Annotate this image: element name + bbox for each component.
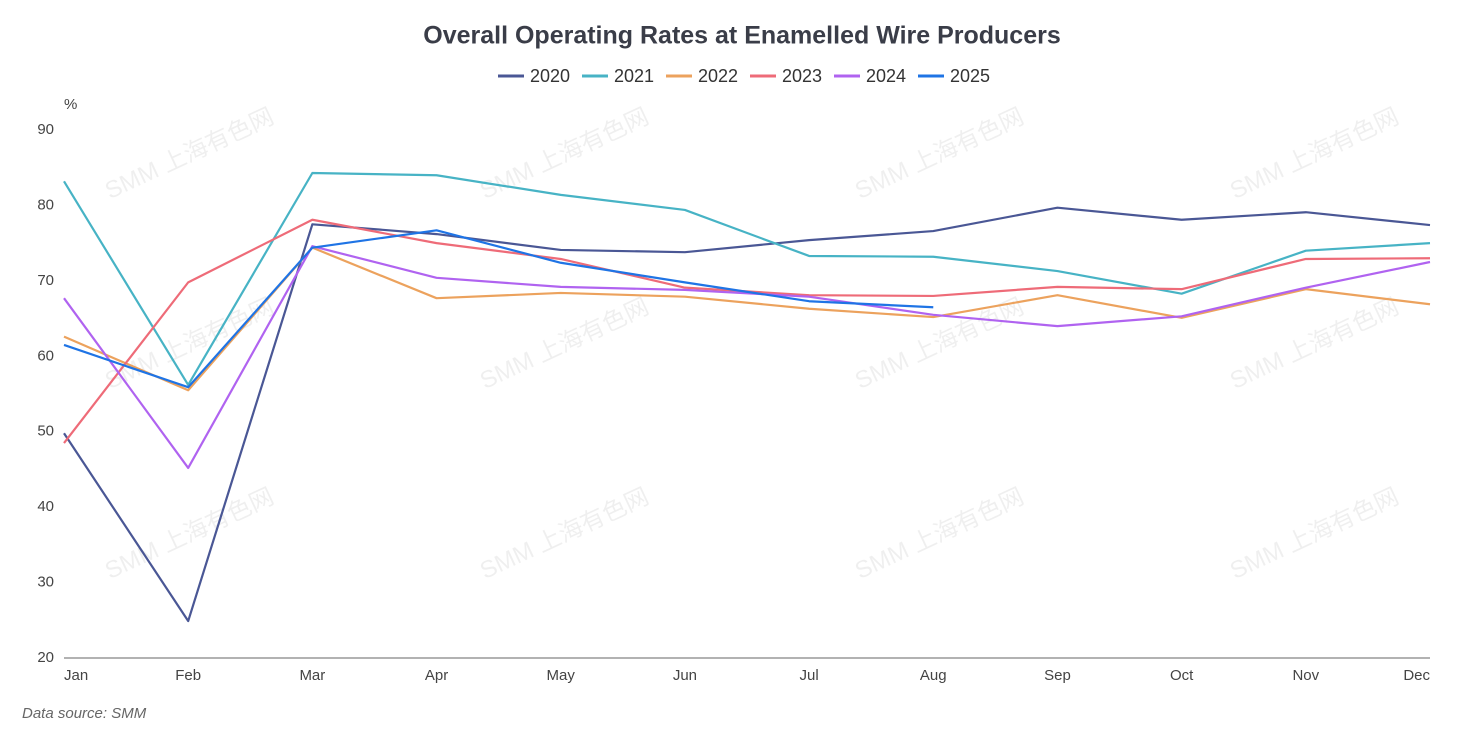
x-tick-label: Dec <box>1403 667 1430 684</box>
y-tick-label: 70 <box>37 272 54 289</box>
y-tick-label: 30 <box>37 574 54 591</box>
series-line <box>63 245 1431 470</box>
watermark: SMM 上海有色网 <box>1226 293 1403 395</box>
watermark: SMM 上海有色网 <box>1226 483 1403 585</box>
watermark: SMM 上海有色网 <box>101 483 278 585</box>
watermark: SMM 上海有色网 <box>476 483 653 585</box>
legend-label: 2024 <box>866 66 906 86</box>
watermark: SMM 上海有色网 <box>476 103 653 205</box>
watermark: SMM 上海有色网 <box>851 293 1028 395</box>
series-line <box>63 206 1431 623</box>
y-tick-label: 80 <box>37 196 54 213</box>
y-tick-label: 20 <box>37 649 54 666</box>
x-tick-label: Aug <box>920 667 947 684</box>
watermark: SMM 上海有色网 <box>476 293 653 395</box>
watermark: SMM 上海有色网 <box>101 293 278 395</box>
x-tick-label: May <box>547 667 576 684</box>
legend-label: 2020 <box>530 66 570 86</box>
x-tick-label: Mar <box>299 667 325 684</box>
x-tick-label: Jul <box>799 667 818 684</box>
legend-label: 2025 <box>950 66 990 86</box>
legend-label: 2022 <box>698 66 738 86</box>
legend: 2020 2021 2022 2023 2024 2025 <box>498 66 990 86</box>
x-tick-label: Apr <box>425 667 448 684</box>
x-tick-label: Oct <box>1170 667 1194 684</box>
legend-label: 2021 <box>614 66 654 86</box>
x-tick-label: Sep <box>1044 667 1071 684</box>
y-tick-label: 60 <box>37 347 54 364</box>
watermark: SMM 上海有色网 <box>851 483 1028 585</box>
y-tick-label: 40 <box>37 498 54 515</box>
x-tick-label: Nov <box>1292 667 1319 684</box>
x-tick-label: Jun <box>673 667 697 684</box>
x-tick-label: Jan <box>64 667 88 684</box>
chart-title: Overall Operating Rates at Enamelled Wir… <box>423 22 1061 50</box>
watermark: SMM 上海有色网 <box>1226 103 1403 205</box>
series-line <box>63 218 1431 444</box>
y-tick-label: 90 <box>37 121 54 138</box>
watermark: SMM 上海有色网 <box>851 103 1028 205</box>
watermark: SMM 上海有色网 <box>101 103 278 205</box>
y-tick-label: 50 <box>37 423 54 440</box>
data-source: Data source: SMM <box>22 705 147 722</box>
x-tick-label: Feb <box>175 667 201 684</box>
series-line <box>63 229 934 389</box>
y-unit: % <box>64 96 77 113</box>
series-line <box>63 171 1431 387</box>
legend-label: 2023 <box>782 66 822 86</box>
